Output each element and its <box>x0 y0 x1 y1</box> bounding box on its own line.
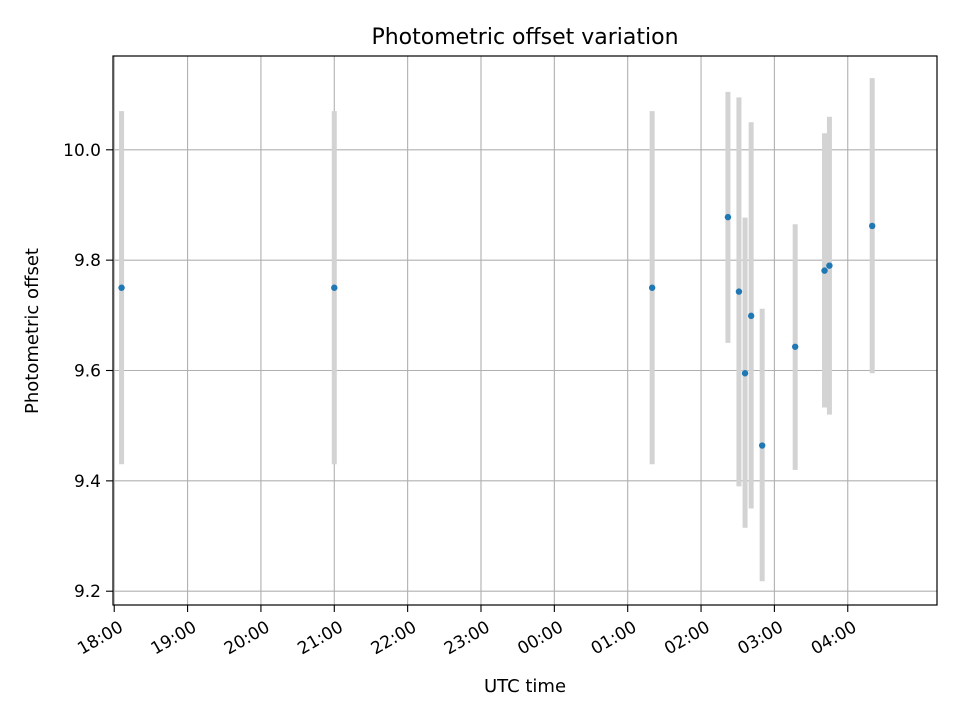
data-point <box>724 213 732 221</box>
plot-frame <box>112 55 938 606</box>
y-tick-label: 10.0 <box>63 141 101 161</box>
data-point <box>735 288 743 295</box>
chart-title: Photometric offset variation <box>371 25 678 50</box>
data-point <box>869 222 876 230</box>
data-point <box>118 284 125 291</box>
data-point <box>648 284 656 291</box>
y-axis-ticks: 9.2 9.4 9.6 9.8 10.0 <box>63 141 113 602</box>
data-point <box>331 284 338 291</box>
grid <box>113 56 937 605</box>
data-point <box>821 267 828 274</box>
y-axis-label: Photometric offset <box>22 248 43 414</box>
x-axis-label: UTC time <box>484 676 566 697</box>
data-points <box>118 213 876 449</box>
y-tick-label: 9.6 <box>74 362 101 382</box>
data-point <box>758 442 766 449</box>
data-point <box>826 262 833 269</box>
y-tick-label: 9.2 <box>74 582 101 602</box>
y-tick-label: 9.8 <box>74 251 101 271</box>
data-point <box>747 312 755 320</box>
y-tick-label: 9.4 <box>74 472 101 492</box>
data-point <box>791 343 799 350</box>
data-point <box>741 370 749 377</box>
